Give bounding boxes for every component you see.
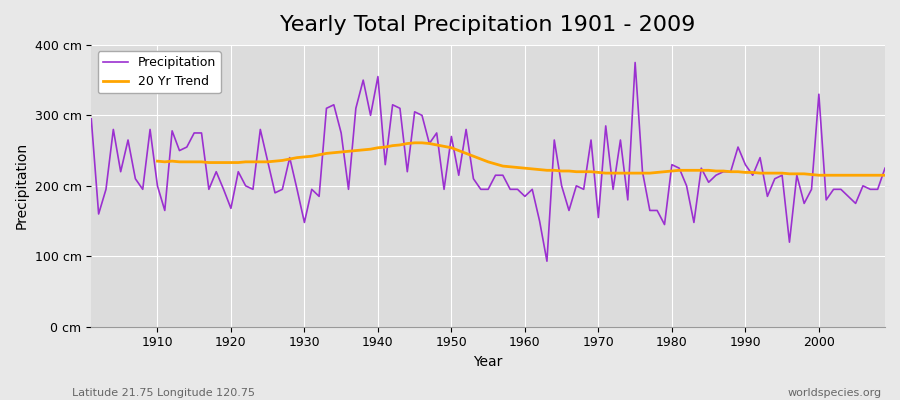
20 Yr Trend: [593, 170, 604, 175]
Precipitation: [519, 194, 530, 199]
Precipitation: [615, 138, 626, 142]
20 Yr Trend: [879, 173, 890, 178]
Precipitation: [86, 116, 96, 121]
Precipitation: [630, 60, 641, 65]
20 Yr Trend: [535, 167, 545, 172]
Precipitation: [306, 187, 317, 192]
Legend: Precipitation, 20 Yr Trend: Precipitation, 20 Yr Trend: [97, 51, 220, 93]
Text: worldspecies.org: worldspecies.org: [788, 388, 882, 398]
20 Yr Trend: [858, 173, 868, 178]
Precipitation: [512, 187, 523, 192]
Precipitation: [542, 259, 553, 264]
20 Yr Trend: [814, 173, 824, 178]
20 Yr Trend: [321, 151, 332, 156]
Precipitation: [145, 127, 156, 132]
Line: 20 Yr Trend: 20 Yr Trend: [158, 143, 885, 175]
20 Yr Trend: [410, 140, 420, 145]
20 Yr Trend: [292, 155, 302, 160]
Title: Yearly Total Precipitation 1901 - 2009: Yearly Total Precipitation 1901 - 2009: [281, 15, 696, 35]
20 Yr Trend: [152, 159, 163, 164]
Text: Latitude 21.75 Longitude 120.75: Latitude 21.75 Longitude 120.75: [72, 388, 255, 398]
20 Yr Trend: [835, 173, 846, 178]
X-axis label: Year: Year: [473, 355, 503, 369]
Line: Precipitation: Precipitation: [91, 62, 885, 261]
Y-axis label: Precipitation: Precipitation: [15, 142, 29, 229]
Precipitation: [879, 166, 890, 170]
Precipitation: [350, 106, 361, 111]
